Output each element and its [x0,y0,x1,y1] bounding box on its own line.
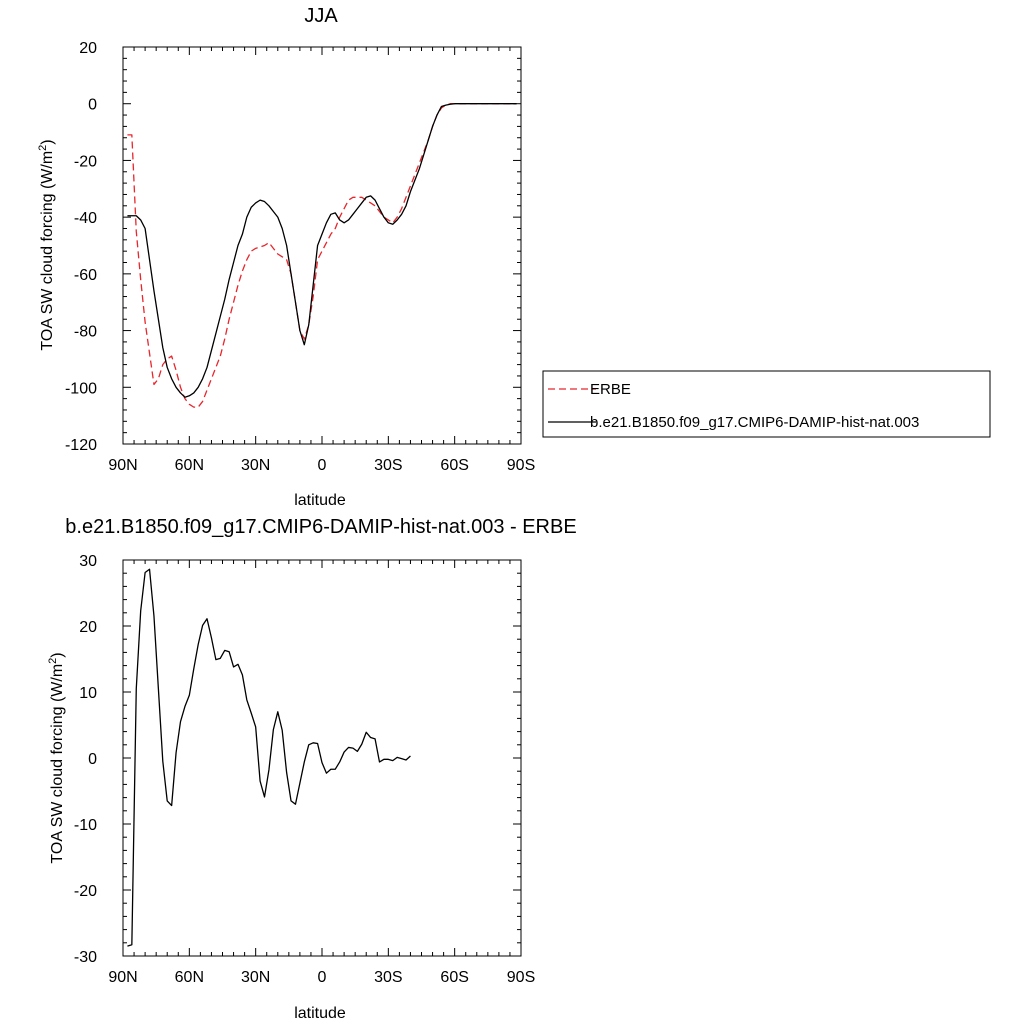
bottom-y-tick-label: 20 [79,619,97,636]
panel-bottom-chart: b.e21.B1850.f09_g17.CMIP6-DAMIP-hist-nat… [47,516,577,1022]
top-y-tick-label: 0 [88,97,97,114]
legend-erbe-label: ERBE [590,381,631,398]
bottom-y-axis: 30 20 10 0 -10 -20 -30 [74,553,521,966]
top-x-tick-label: 90S [507,457,535,474]
bottom-x-tick-label: 30S [374,969,402,986]
bottom-y-tick-label: 0 [88,751,97,768]
bottom-plot-area [127,568,411,947]
bottom-y-tick-label: -20 [74,883,97,900]
bottom-x-tick-label: 60N [175,969,204,986]
top-y-tick-label: -100 [65,380,97,397]
bottom-y-tick-label: 10 [79,685,97,702]
bottom-x-tick-label: 90N [108,969,137,986]
bottom-chart-title: b.e21.B1850.f09_g17.CMIP6-DAMIP-hist-nat… [65,516,576,538]
top-x-tick-label: 90N [108,457,137,474]
top-series-line-0 [127,103,517,408]
bottom-y-tick-label: -10 [74,817,97,834]
bottom-y-tick-label: 30 [79,553,97,570]
bottom-y-axis-label: TOA SW cloud forcing (W/m2) [47,652,66,863]
top-x-axis-label: latitude [294,492,346,509]
legend: ERBE b.e21.B1850.f09_g17.CMIP6-DAMIP-his… [542,370,991,438]
top-y-tick-label: -40 [74,210,97,227]
top-x-axis: 90N 60N 30N 0 30S 60S 90S [108,47,535,474]
top-x-tick-label: 30N [241,457,270,474]
bottom-plot-frame [122,559,522,957]
legend-model-label: b.e21.B1850.f09_g17.CMIP6-DAMIP-hist-nat… [590,414,919,431]
legend-box [542,370,991,438]
top-plot-frame [122,46,522,445]
panel-top-chart: JJA 90N 60N 30N 0 30S 60S 90S 20 0 -20 -40 -60 -80 -… [37,5,991,509]
bottom-x-axis-label: latitude [294,1005,346,1022]
bottom-x-tick-label: 90S [507,969,535,986]
top-y-axis-label: TOA SW cloud forcing (W/m2) [37,139,56,350]
top-y-tick-label: -80 [74,324,97,341]
bottom-y-tick-label: -30 [74,949,97,966]
top-y-tick-label: -60 [74,267,97,284]
top-plot-area [127,103,517,408]
bottom-series-line-0 [127,568,411,947]
top-chart-title: JJA [304,5,338,27]
top-y-axis: 20 0 -20 -40 -60 -80 -100 -120 [65,40,521,454]
top-x-tick-label: 30S [374,457,402,474]
bottom-x-tick-label: 30N [241,969,270,986]
bottom-x-tick-label: 0 [318,969,327,986]
top-y-tick-label: 20 [79,40,97,57]
top-y-tick-label: -120 [65,437,97,454]
top-x-tick-label: 60S [440,457,468,474]
top-series-line-1 [127,103,517,398]
bottom-x-axis: 90N 60N 30N 0 30S 60S 90S [108,560,535,986]
bottom-x-tick-label: 60S [440,969,468,986]
top-x-tick-label: 0 [318,457,327,474]
top-y-tick-label: -20 [74,153,97,170]
top-x-tick-label: 60N [175,457,204,474]
